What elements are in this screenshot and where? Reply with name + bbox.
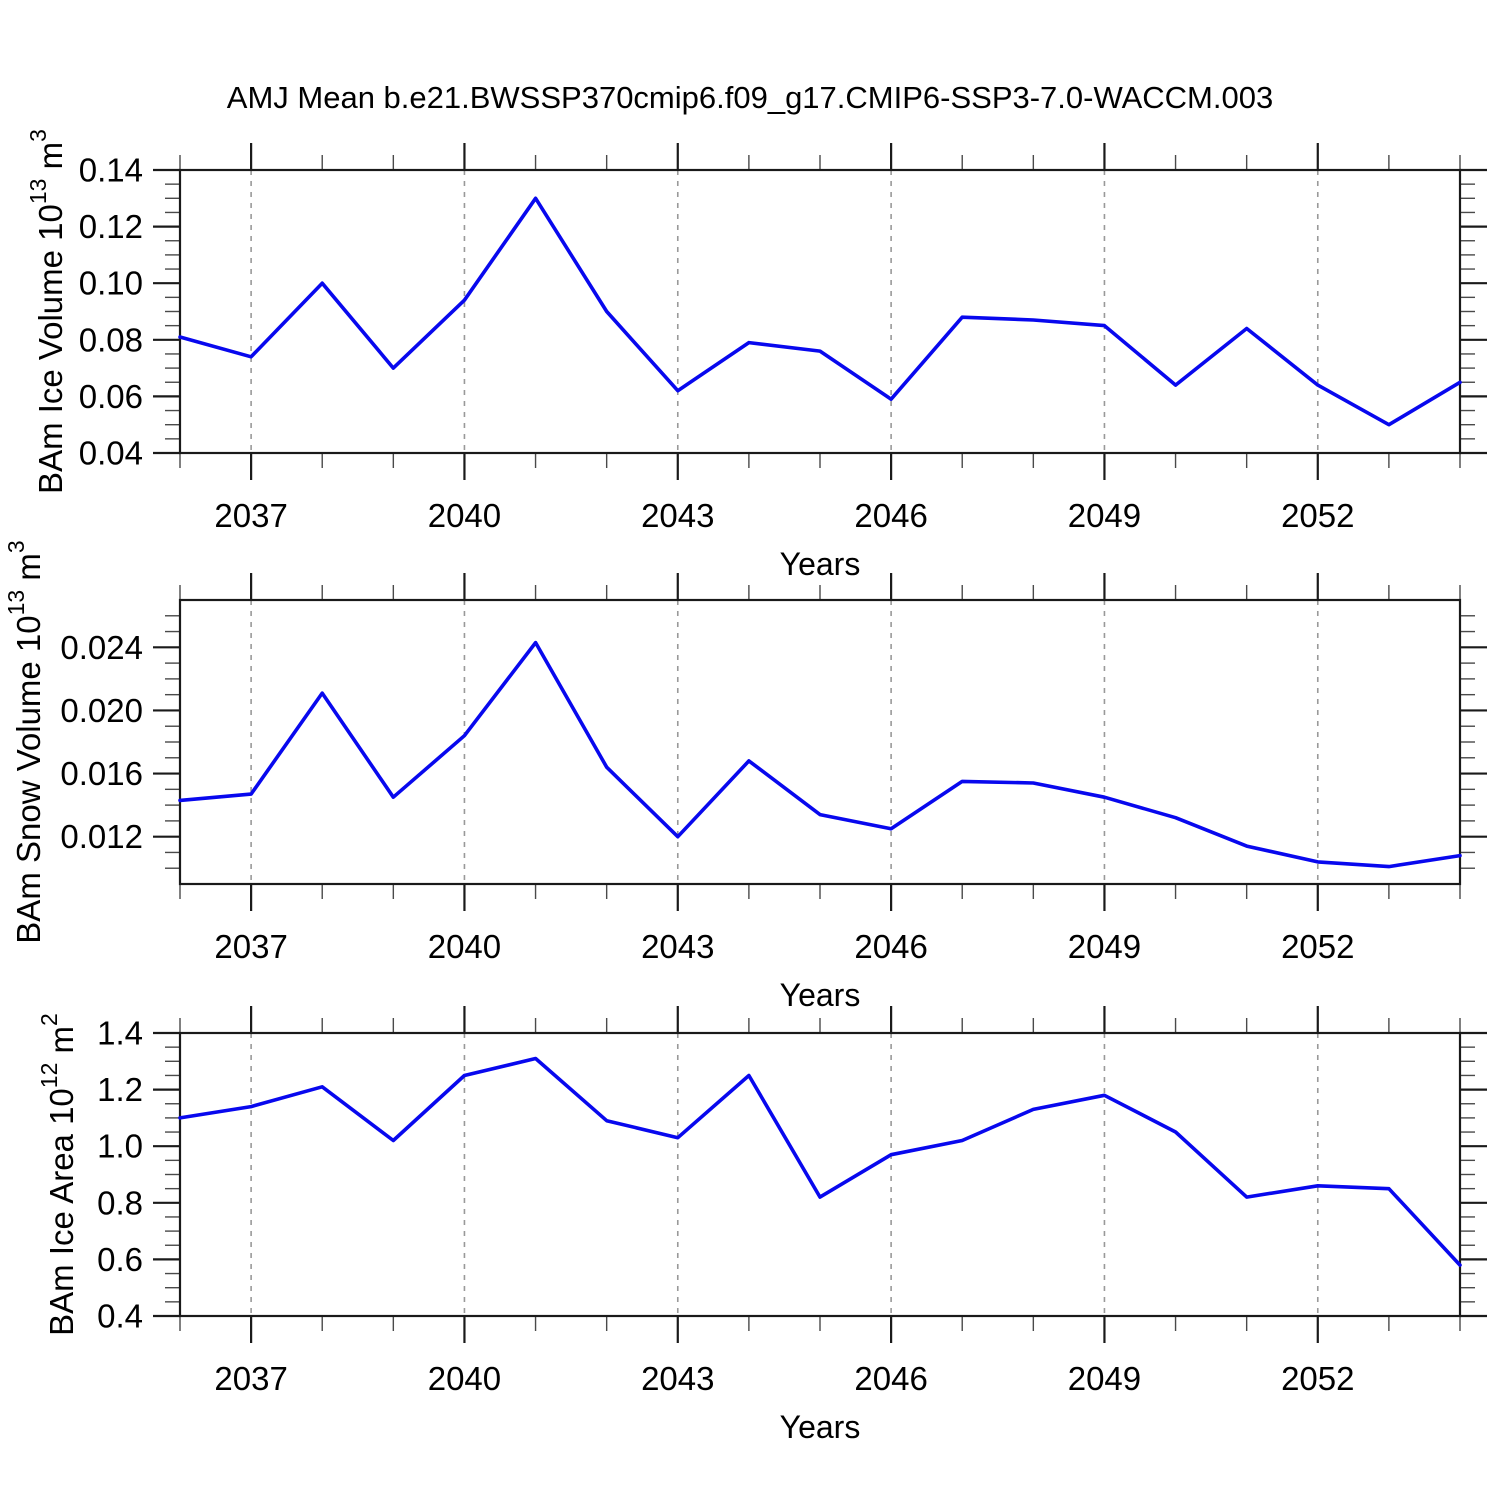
x-tick-label: 2037 — [214, 928, 287, 965]
y-tick-label: 0.04 — [79, 435, 143, 472]
x-tick-label: 2046 — [854, 1360, 927, 1397]
x-tick-label: 2043 — [641, 928, 714, 965]
panel-border — [178, 598, 1462, 886]
panel-border — [178, 168, 1462, 455]
ice-area-panel: 0.4 0.6 0.8 1.0 1.2 1.4 2037 2040 2043 2046 2049 20… — [36, 1006, 1487, 1445]
y-tick-label: 0.10 — [79, 265, 143, 302]
x-axis-title: Years — [780, 977, 861, 1013]
x-tick-label: 2040 — [428, 1360, 501, 1397]
x-tick-label: 2037 — [214, 1360, 287, 1397]
snow-volume-panel: 0.012 0.016 0.020 0.024 2037 2040 2043 2046 2049… — [3, 540, 1487, 1013]
y-tick-label: 0.8 — [97, 1184, 143, 1221]
y-tick-label: 0.08 — [79, 321, 143, 358]
x-tick-label: 2052 — [1281, 928, 1354, 965]
x-tick-label: 2049 — [1068, 928, 1141, 965]
ice-area-series-line — [178, 1056, 1462, 1267]
x-tick-label: 2040 — [428, 497, 501, 534]
x-tick-label: 2046 — [854, 928, 927, 965]
panel-border — [178, 1031, 1462, 1318]
y-axis-title: BAm Snow Volume 1013 m3 — [3, 540, 47, 943]
y-axis-title: BAm Ice Area 1012 m2 — [36, 1013, 80, 1336]
x-tick-label: 2049 — [1068, 1360, 1141, 1397]
x-tick-label: 2043 — [641, 1360, 714, 1397]
snow-volume-series-line — [178, 640, 1462, 869]
y-tick-label: 1.2 — [97, 1071, 143, 1108]
x-tick-label: 2052 — [1281, 497, 1354, 534]
ice-volume-panel: 0.04 0.06 0.08 0.10 0.12 0.14 2037 2040 2043 2046… — [25, 129, 1487, 582]
y-tick-label: 0.024 — [60, 629, 143, 666]
x-tick-label: 2037 — [214, 497, 287, 534]
y-tick-label: 0.12 — [79, 208, 143, 245]
y-tick-label: 0.4 — [97, 1298, 143, 1335]
x-tick-label: 2052 — [1281, 1360, 1354, 1397]
x-tick-label: 2046 — [854, 497, 927, 534]
chart-title: AMJ Mean b.e21.BWSSP370cmip6.f09_g17.CMI… — [227, 80, 1273, 115]
x-axis-title: Years — [780, 546, 861, 582]
x-tick-label: 2040 — [428, 928, 501, 965]
y-tick-label: 1.4 — [97, 1015, 143, 1052]
x-tick-label: 2043 — [641, 497, 714, 534]
y-tick-label: 0.06 — [79, 378, 143, 415]
y-tick-label: 0.14 — [79, 152, 143, 189]
y-tick-label: 0.012 — [60, 818, 143, 855]
x-tick-label: 2049 — [1068, 497, 1141, 534]
x-axis-title: Years — [780, 1409, 861, 1445]
ice-volume-series-line — [178, 196, 1462, 427]
y-axis-title: BAm Ice Volume 1013 m3 — [25, 129, 69, 494]
y-tick-label: 0.6 — [97, 1241, 143, 1278]
y-tick-label: 0.020 — [60, 692, 143, 729]
y-tick-label: 0.016 — [60, 755, 143, 792]
y-tick-label: 1.0 — [97, 1128, 143, 1165]
